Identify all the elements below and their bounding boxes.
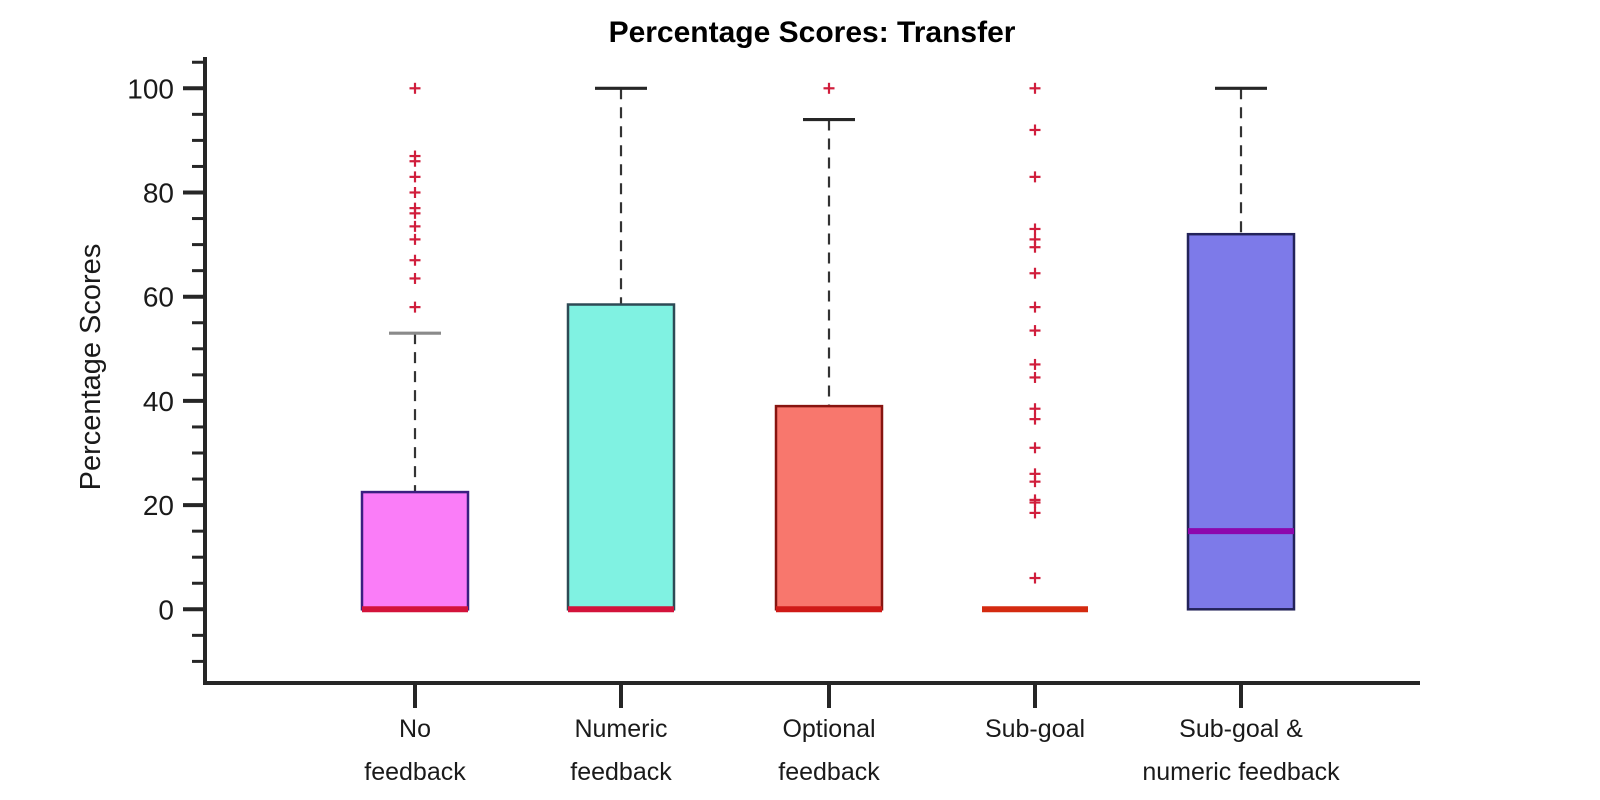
box-group [982,82,1088,613]
outlier-marker [409,233,421,245]
outlier-marker [823,82,835,94]
box-rect [566,303,676,611]
chart-title: Percentage Scores: Transfer [609,16,1016,49]
outlier-marker [409,82,421,94]
x-tick-label: numeric feedback [1142,758,1340,786]
box-rect [774,404,884,611]
outlier-marker [409,187,421,198]
axes: 0 20 40 60 80 100 No feedback Numeric feedback Opt… [127,57,1420,786]
y-axis-label: Percentage Scores [75,244,107,491]
outlier-marker [409,150,421,162]
box-rect [360,490,470,611]
x-tick-label: feedback [364,758,466,786]
outlier-marker [1029,358,1041,370]
y-tick-label: 100 [127,73,174,104]
outlier-marker [1029,82,1041,94]
x-tick-label: feedback [570,758,672,786]
outlier-marker [409,254,421,266]
outlier-marker [1029,494,1041,506]
box-rect [1186,232,1296,611]
outlier-marker [1029,468,1041,480]
y-tick-label: 60 [143,282,174,313]
outlier-marker [409,272,421,284]
box-group [566,86,676,613]
outlier-marker [1029,124,1041,136]
outlier-marker [1029,413,1041,425]
y-tick-label: 20 [143,490,174,521]
outlier-marker [409,220,421,232]
outlier-marker [1029,223,1041,235]
x-tick-label: No [399,715,431,743]
outlier-marker [1029,171,1041,183]
x-tick-label: Sub-goal [985,715,1085,743]
y-tick-label: 80 [143,178,174,209]
outlier-marker [1029,403,1041,415]
outlier-marker [1029,325,1041,337]
outlier-marker [409,301,421,313]
x-tick-label: Numeric [574,715,667,743]
outlier-marker [1029,233,1041,245]
box-group [1186,86,1296,611]
x-tick-label: Optional [782,715,875,743]
outlier-marker [1029,301,1041,313]
x-tick-label: Sub-goal & [1179,715,1303,743]
plot-area [360,82,1296,613]
y-tick-label: 0 [158,594,174,625]
y-tick-label: 40 [143,386,174,417]
outlier-marker [409,202,421,214]
outlier-marker [1029,442,1041,454]
box-group [774,82,884,613]
outlier-marker [1029,572,1041,584]
outlier-marker [1029,371,1041,383]
x-tick-label: feedback [778,758,880,786]
outlier-marker [409,171,421,183]
box-group [360,82,470,613]
outlier-marker [1029,507,1041,519]
outlier-marker [1029,267,1041,279]
